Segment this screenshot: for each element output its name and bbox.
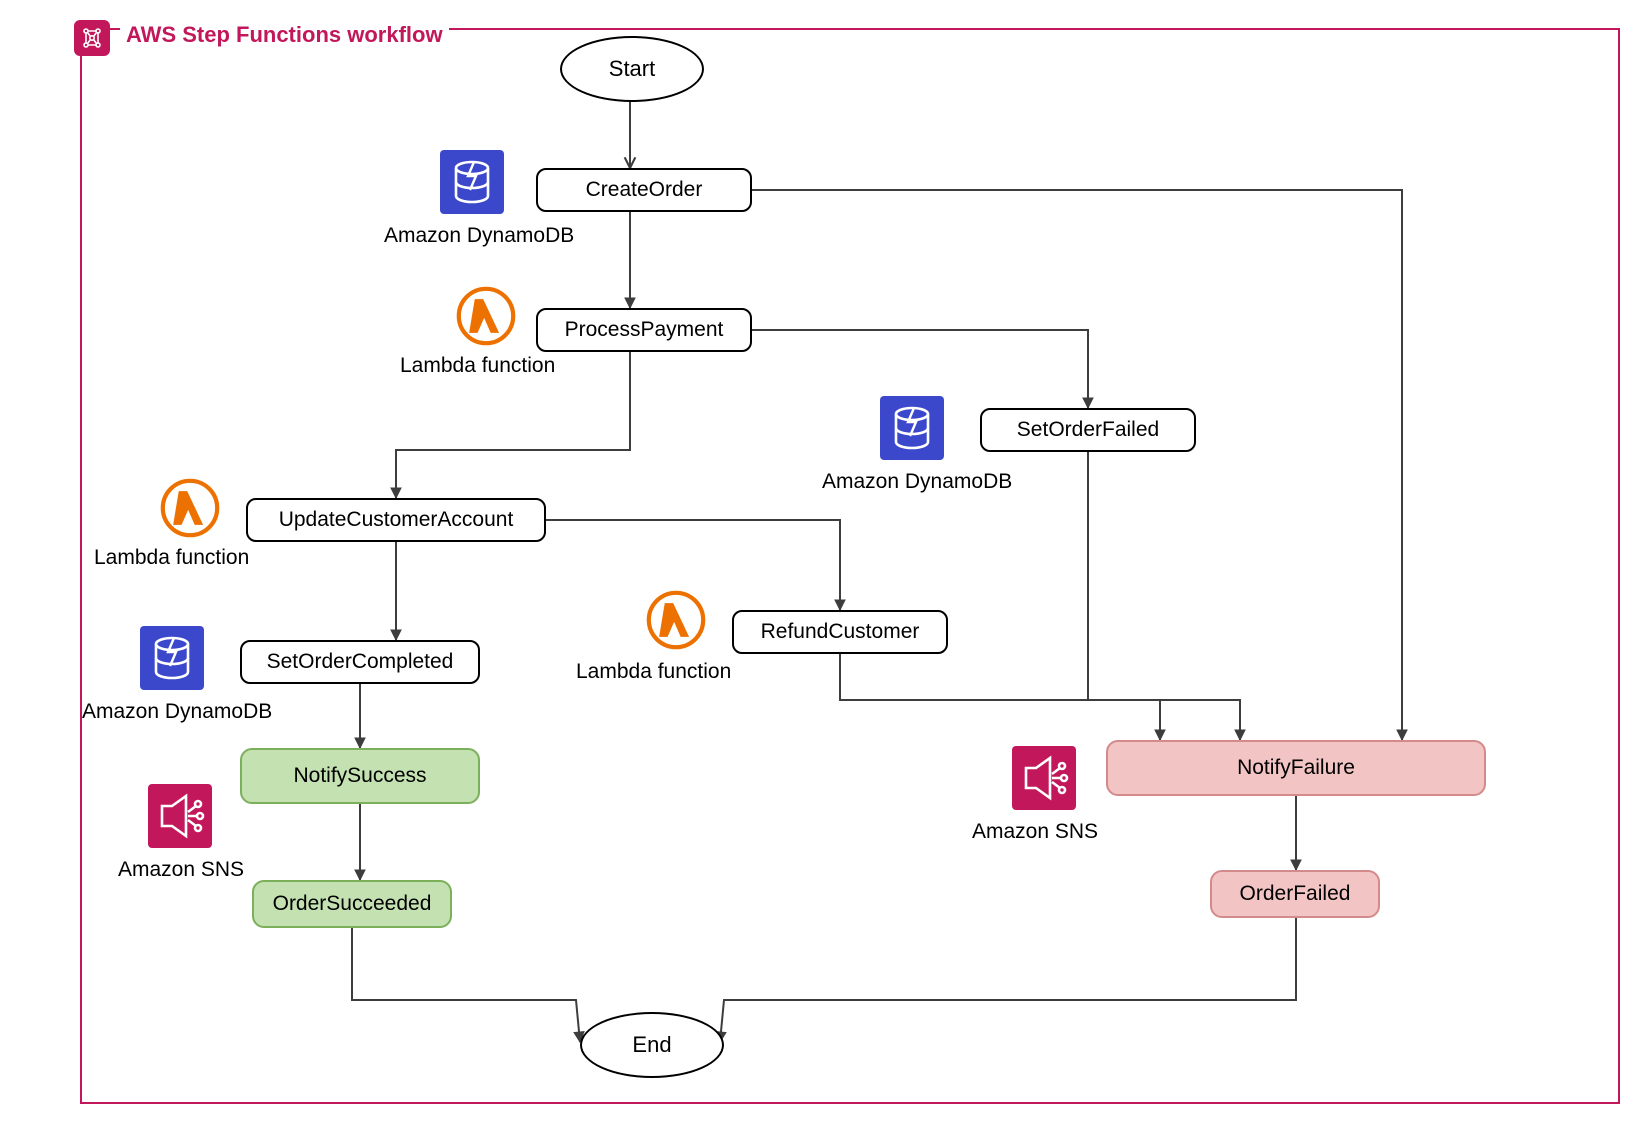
service-label: Lambda function bbox=[94, 546, 249, 570]
dynamodb-icon bbox=[880, 396, 944, 460]
end-terminal: End bbox=[580, 1012, 724, 1078]
service-label: Lambda function bbox=[576, 660, 731, 684]
service-label: Amazon DynamoDB bbox=[82, 700, 272, 724]
service-label: Amazon DynamoDB bbox=[822, 470, 1012, 494]
order-succeeded-node: OrderSucceeded bbox=[252, 880, 452, 928]
lambda-icon bbox=[456, 286, 516, 346]
set-order-completed-node: SetOrderCompleted bbox=[240, 640, 480, 684]
node-label: OrderFailed bbox=[1240, 882, 1351, 906]
order-failed-node: OrderFailed bbox=[1210, 870, 1380, 918]
workflow-frame bbox=[80, 28, 1620, 1104]
node-label: UpdateCustomerAccount bbox=[279, 508, 514, 532]
update-customer-node: UpdateCustomerAccount bbox=[246, 498, 546, 542]
service-label: Amazon SNS bbox=[118, 858, 244, 882]
set-order-failed-node: SetOrderFailed bbox=[980, 408, 1196, 452]
notify-success-node: NotifySuccess bbox=[240, 748, 480, 804]
service-label: Amazon SNS bbox=[972, 820, 1098, 844]
start-terminal: Start bbox=[560, 36, 704, 102]
node-label: SetOrderCompleted bbox=[267, 650, 454, 674]
node-label: CreateOrder bbox=[586, 178, 703, 202]
lambda-icon bbox=[646, 590, 706, 650]
sns-icon bbox=[1012, 746, 1076, 810]
sns-icon bbox=[148, 784, 212, 848]
dynamodb-icon bbox=[140, 626, 204, 690]
node-label: SetOrderFailed bbox=[1017, 418, 1159, 442]
service-label: Lambda function bbox=[400, 354, 555, 378]
node-label: NotifySuccess bbox=[293, 764, 426, 788]
step-functions-icon bbox=[74, 20, 110, 56]
refund-customer-node: RefundCustomer bbox=[732, 610, 948, 654]
process-payment-node: ProcessPayment bbox=[536, 308, 752, 352]
diagram-canvas: AWS Step Functions workflow Start End Cr… bbox=[0, 0, 1636, 1126]
node-label: NotifyFailure bbox=[1237, 756, 1355, 780]
end-label: End bbox=[632, 1032, 671, 1058]
node-label: ProcessPayment bbox=[565, 318, 724, 342]
node-label: OrderSucceeded bbox=[273, 892, 432, 916]
node-label: RefundCustomer bbox=[761, 620, 920, 644]
notify-failure-node: NotifyFailure bbox=[1106, 740, 1486, 796]
lambda-icon bbox=[160, 478, 220, 538]
start-label: Start bbox=[609, 56, 655, 82]
service-label: Amazon DynamoDB bbox=[384, 224, 574, 248]
dynamodb-icon bbox=[440, 150, 504, 214]
workflow-title: AWS Step Functions workflow bbox=[120, 22, 449, 48]
create-order-node: CreateOrder bbox=[536, 168, 752, 212]
